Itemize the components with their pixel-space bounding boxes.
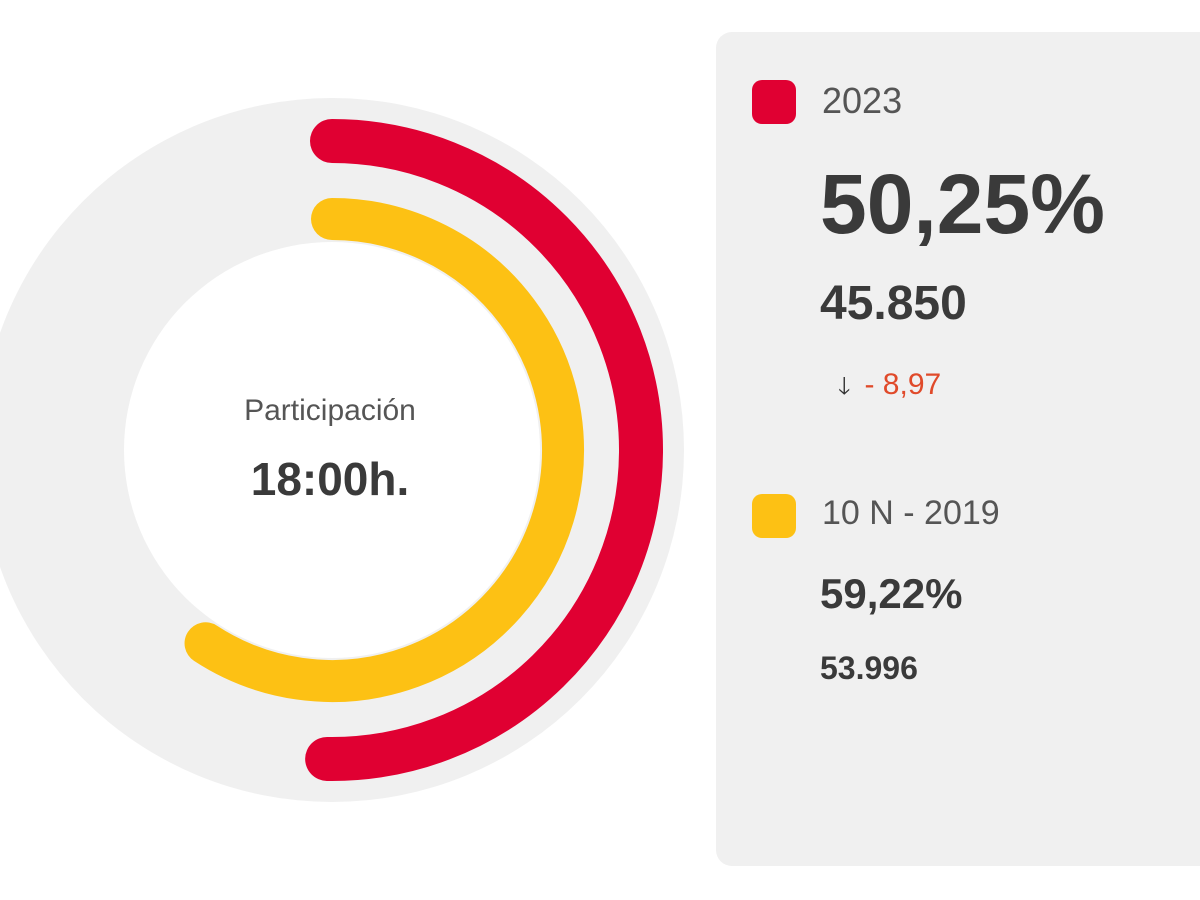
center-time: 18:00h. — [250, 453, 410, 505]
change-value: - 8,97 — [864, 368, 942, 401]
arc-2023 — [305, 119, 663, 781]
arc-2019 — [184, 198, 584, 702]
participation-radial-chart: Participación 18:00h. — [0, 98, 684, 802]
votes-2023: 45.850 — [820, 277, 967, 330]
legend-label-2019: 10 N - 2019 — [822, 494, 1000, 532]
percent-2019: 59,22% — [820, 570, 963, 617]
percent-2023: 50,25% — [820, 157, 1105, 251]
legend-panel: 2023 50,25% 45.850 🡓 - 8,97 10 N - 2019 5… — [716, 32, 1200, 866]
center-label: Participación — [244, 394, 416, 427]
radial-rings — [0, 98, 684, 802]
legend-label-2023: 2023 — [822, 80, 903, 121]
legend-swatch-2019 — [752, 494, 796, 538]
change-row: 🡓 - 8,97 — [838, 368, 941, 410]
votes-2019: 53.996 — [820, 650, 918, 686]
arrow-down-icon: 🡓 — [838, 373, 851, 400]
legend-swatch-2023 — [752, 80, 796, 124]
ring-track — [0, 98, 684, 802]
